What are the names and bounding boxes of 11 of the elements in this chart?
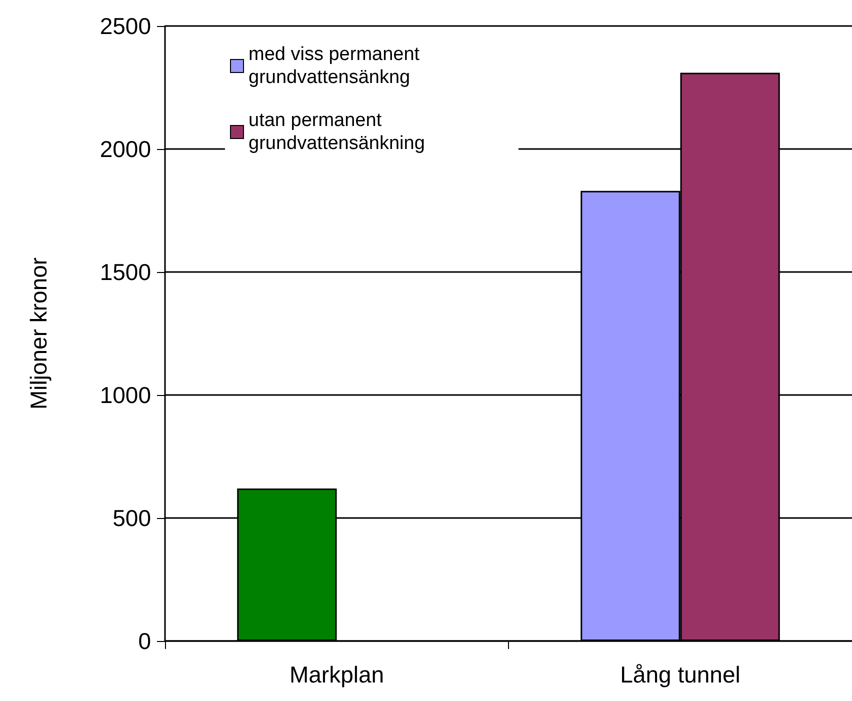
x-tick-label: Lång tunnel (620, 662, 740, 688)
y-tick-label: 2000 (100, 136, 151, 162)
y-tick-label: 0 (138, 628, 151, 654)
y-tick-label: 1500 (100, 259, 151, 285)
x-tick-label: Markplan (289, 662, 384, 688)
y-tick-label: 1000 (100, 382, 151, 408)
y-tick-label: 2500 (100, 13, 151, 39)
y-axis-title: Miljoner kronor (26, 257, 52, 410)
legend-label: med viss permanent grundvattensänkng (248, 44, 425, 88)
legend-label: utan permanent grundvattensänkning (248, 110, 425, 154)
y-tick-label: 500 (112, 505, 151, 531)
